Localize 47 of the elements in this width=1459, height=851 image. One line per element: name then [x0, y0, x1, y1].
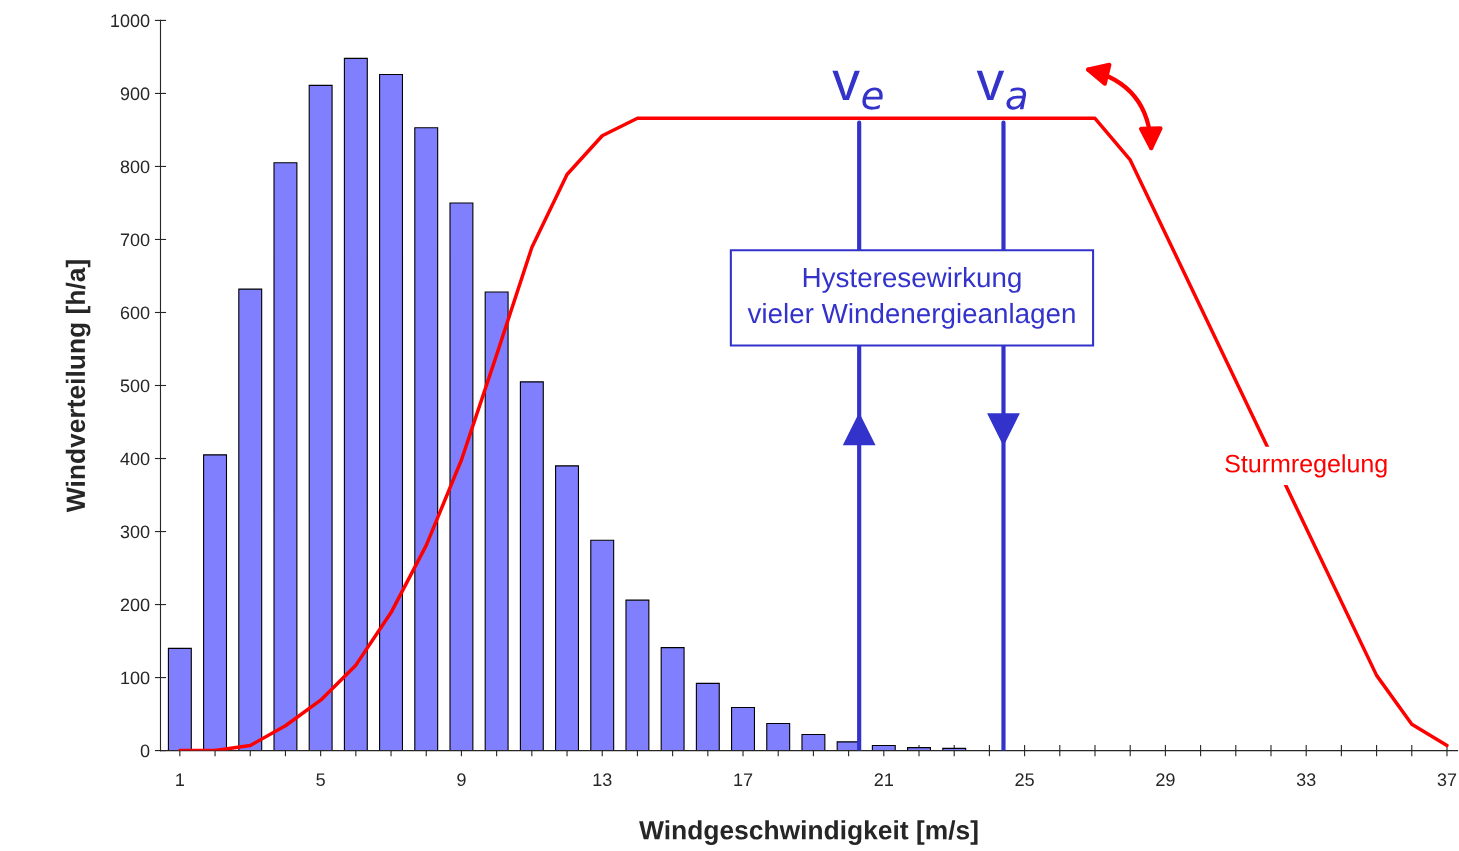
bar	[414, 127, 439, 751]
bar	[625, 599, 650, 751]
ref-line-label: v$_{a}$	[976, 70, 1027, 110]
bar	[590, 539, 615, 751]
bar	[484, 291, 509, 751]
bar	[203, 454, 228, 751]
bar	[695, 682, 720, 751]
x-tick-label: 9	[457, 773, 466, 787]
y-axis-title: Windverteilung [h/a]	[65, 260, 91, 513]
y-tick-label: 0	[140, 744, 150, 758]
bar	[273, 162, 298, 751]
y-tick-label: 700	[120, 233, 150, 247]
line-series	[178, 116, 1449, 751]
bar	[519, 381, 544, 751]
bar	[660, 647, 685, 751]
bar	[731, 706, 756, 751]
y-tick-label: 200	[120, 598, 150, 612]
y-tick-label: 500	[120, 379, 150, 393]
y-tick-label: 300	[120, 525, 150, 539]
bar	[379, 73, 404, 751]
bar	[449, 202, 474, 751]
bar	[801, 733, 826, 751]
y-tick-label: 600	[120, 306, 150, 320]
ref-line-label: v$_{e}$	[832, 70, 883, 110]
bar	[343, 57, 368, 751]
y-tick-label: 800	[120, 160, 150, 174]
x-tick-label: 5	[316, 773, 325, 787]
bar	[167, 647, 192, 751]
annotation: Sturmregelung	[1225, 454, 1387, 478]
x-tick-label: 25	[1015, 773, 1034, 787]
x-tick-label: 17	[734, 773, 753, 786]
y-tick-label: 900	[120, 87, 150, 101]
bar	[555, 465, 580, 751]
x-tick-label: 37	[1437, 773, 1457, 787]
bar	[766, 723, 791, 751]
y-tick-label: 400	[120, 452, 150, 466]
bar	[308, 84, 333, 751]
annotation: Hysteresewirkung vieler Windenergieanlagen	[747, 266, 1075, 329]
x-axis-title: Windgeschwindigkeit [m/s]	[639, 820, 978, 845]
y-tick-label: 1000	[111, 14, 150, 28]
x-tick-label: 1	[176, 773, 184, 786]
x-tick-label: 21	[874, 773, 893, 786]
x-tick-label: 13	[593, 773, 612, 787]
x-tick-label: 29	[1156, 773, 1175, 787]
bar	[238, 288, 263, 751]
y-tick-label: 100	[121, 671, 150, 685]
x-tick-label: 33	[1296, 773, 1316, 787]
